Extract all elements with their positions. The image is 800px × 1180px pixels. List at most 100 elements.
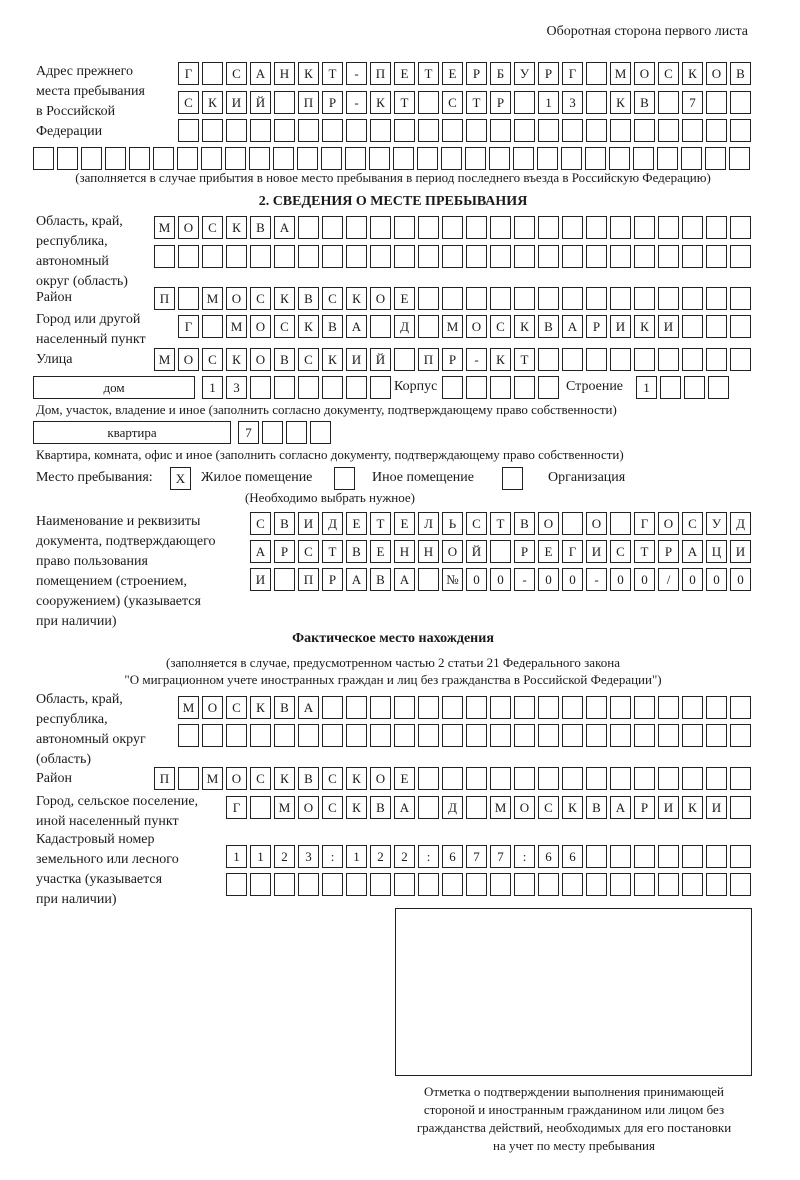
char-cell[interactable]: 7 bbox=[490, 845, 511, 868]
char-cell[interactable] bbox=[634, 245, 655, 268]
building-row[interactable]: 1 bbox=[636, 376, 732, 399]
char-cell[interactable] bbox=[346, 376, 367, 399]
char-cell[interactable] bbox=[514, 696, 535, 719]
char-cell[interactable] bbox=[417, 147, 438, 170]
char-cell[interactable] bbox=[658, 873, 679, 896]
char-cell[interactable] bbox=[394, 873, 415, 896]
char-cell[interactable]: 3 bbox=[562, 91, 583, 114]
char-cell[interactable] bbox=[262, 421, 283, 444]
char-cell[interactable]: Е bbox=[394, 287, 415, 310]
char-cell[interactable] bbox=[178, 767, 199, 790]
char-cell[interactable] bbox=[658, 767, 679, 790]
char-cell[interactable]: А bbox=[610, 796, 631, 819]
char-cell[interactable]: Р bbox=[586, 315, 607, 338]
char-cell[interactable]: 1 bbox=[538, 91, 559, 114]
char-cell[interactable]: А bbox=[346, 568, 367, 591]
char-cell[interactable]: П bbox=[154, 287, 175, 310]
char-cell[interactable] bbox=[298, 376, 319, 399]
char-cell[interactable] bbox=[610, 724, 631, 747]
char-cell[interactable] bbox=[490, 216, 511, 239]
char-cell[interactable]: 0 bbox=[490, 568, 511, 591]
char-cell[interactable] bbox=[466, 724, 487, 747]
char-cell[interactable] bbox=[681, 147, 702, 170]
char-cell[interactable] bbox=[81, 147, 102, 170]
char-cell[interactable] bbox=[393, 147, 414, 170]
char-cell[interactable] bbox=[708, 376, 729, 399]
char-cell[interactable]: Е bbox=[394, 512, 415, 535]
char-cell[interactable]: М bbox=[610, 62, 631, 85]
char-cell[interactable]: С bbox=[202, 216, 223, 239]
char-cell[interactable]: О bbox=[706, 62, 727, 85]
char-cell[interactable]: А bbox=[250, 62, 271, 85]
char-cell[interactable]: И bbox=[706, 796, 727, 819]
char-cell[interactable] bbox=[226, 724, 247, 747]
char-cell[interactable]: О bbox=[370, 287, 391, 310]
char-cell[interactable]: С bbox=[466, 512, 487, 535]
char-cell[interactable]: М bbox=[226, 315, 247, 338]
char-cell[interactable]: И bbox=[610, 315, 631, 338]
char-cell[interactable] bbox=[310, 421, 331, 444]
char-cell[interactable]: К bbox=[274, 767, 295, 790]
char-cell[interactable] bbox=[178, 724, 199, 747]
char-cell[interactable]: С bbox=[178, 91, 199, 114]
char-cell[interactable] bbox=[489, 147, 510, 170]
char-cell[interactable] bbox=[418, 245, 439, 268]
char-cell[interactable]: 6 bbox=[562, 845, 583, 868]
char-cell[interactable]: А bbox=[562, 315, 583, 338]
char-cell[interactable]: Р bbox=[514, 540, 535, 563]
char-cell[interactable]: Р bbox=[442, 348, 463, 371]
char-cell[interactable] bbox=[538, 245, 559, 268]
char-cell[interactable] bbox=[370, 315, 391, 338]
char-cell[interactable] bbox=[585, 147, 606, 170]
char-cell[interactable]: М bbox=[490, 796, 511, 819]
char-cell[interactable] bbox=[658, 119, 679, 142]
char-cell[interactable]: Р bbox=[490, 91, 511, 114]
char-cell[interactable] bbox=[490, 376, 511, 399]
char-cell[interactable] bbox=[658, 216, 679, 239]
char-cell[interactable]: Т bbox=[322, 540, 343, 563]
char-cell[interactable] bbox=[682, 216, 703, 239]
char-cell[interactable]: В bbox=[730, 62, 751, 85]
char-cell[interactable]: О bbox=[226, 287, 247, 310]
char-cell[interactable] bbox=[730, 216, 751, 239]
char-cell[interactable]: К bbox=[202, 91, 223, 114]
checkbox-other-premises[interactable] bbox=[334, 467, 355, 490]
char-cell[interactable] bbox=[682, 845, 703, 868]
char-cell[interactable] bbox=[322, 119, 343, 142]
char-cell[interactable] bbox=[466, 245, 487, 268]
document-row-3[interactable]: И П Р А В А № 0 0-0 0-0 0/0 0 0 bbox=[250, 568, 754, 591]
char-cell[interactable] bbox=[202, 315, 223, 338]
char-cell[interactable]: : bbox=[418, 845, 439, 868]
char-cell[interactable]: К bbox=[682, 796, 703, 819]
char-cell[interactable] bbox=[562, 696, 583, 719]
char-cell[interactable]: - bbox=[466, 348, 487, 371]
char-cell[interactable] bbox=[418, 119, 439, 142]
char-cell[interactable] bbox=[562, 512, 583, 535]
char-cell[interactable] bbox=[658, 724, 679, 747]
char-cell[interactable] bbox=[682, 724, 703, 747]
char-cell[interactable]: В bbox=[322, 315, 343, 338]
char-cell[interactable] bbox=[538, 216, 559, 239]
char-cell[interactable] bbox=[586, 91, 607, 114]
char-cell[interactable] bbox=[346, 873, 367, 896]
char-cell[interactable] bbox=[562, 348, 583, 371]
char-cell[interactable] bbox=[586, 287, 607, 310]
char-cell[interactable] bbox=[177, 147, 198, 170]
char-cell[interactable] bbox=[561, 147, 582, 170]
char-cell[interactable]: Й bbox=[370, 348, 391, 371]
char-cell[interactable] bbox=[418, 724, 439, 747]
char-cell[interactable]: Т bbox=[634, 540, 655, 563]
char-cell[interactable] bbox=[418, 873, 439, 896]
char-cell[interactable]: Е bbox=[370, 540, 391, 563]
char-cell[interactable] bbox=[298, 216, 319, 239]
char-cell[interactable] bbox=[706, 724, 727, 747]
char-cell[interactable]: Г bbox=[178, 315, 199, 338]
char-cell[interactable] bbox=[658, 245, 679, 268]
char-cell[interactable] bbox=[466, 119, 487, 142]
char-cell[interactable] bbox=[321, 147, 342, 170]
char-cell[interactable] bbox=[610, 696, 631, 719]
char-cell[interactable]: С bbox=[226, 696, 247, 719]
char-cell[interactable] bbox=[586, 873, 607, 896]
char-cell[interactable] bbox=[586, 696, 607, 719]
